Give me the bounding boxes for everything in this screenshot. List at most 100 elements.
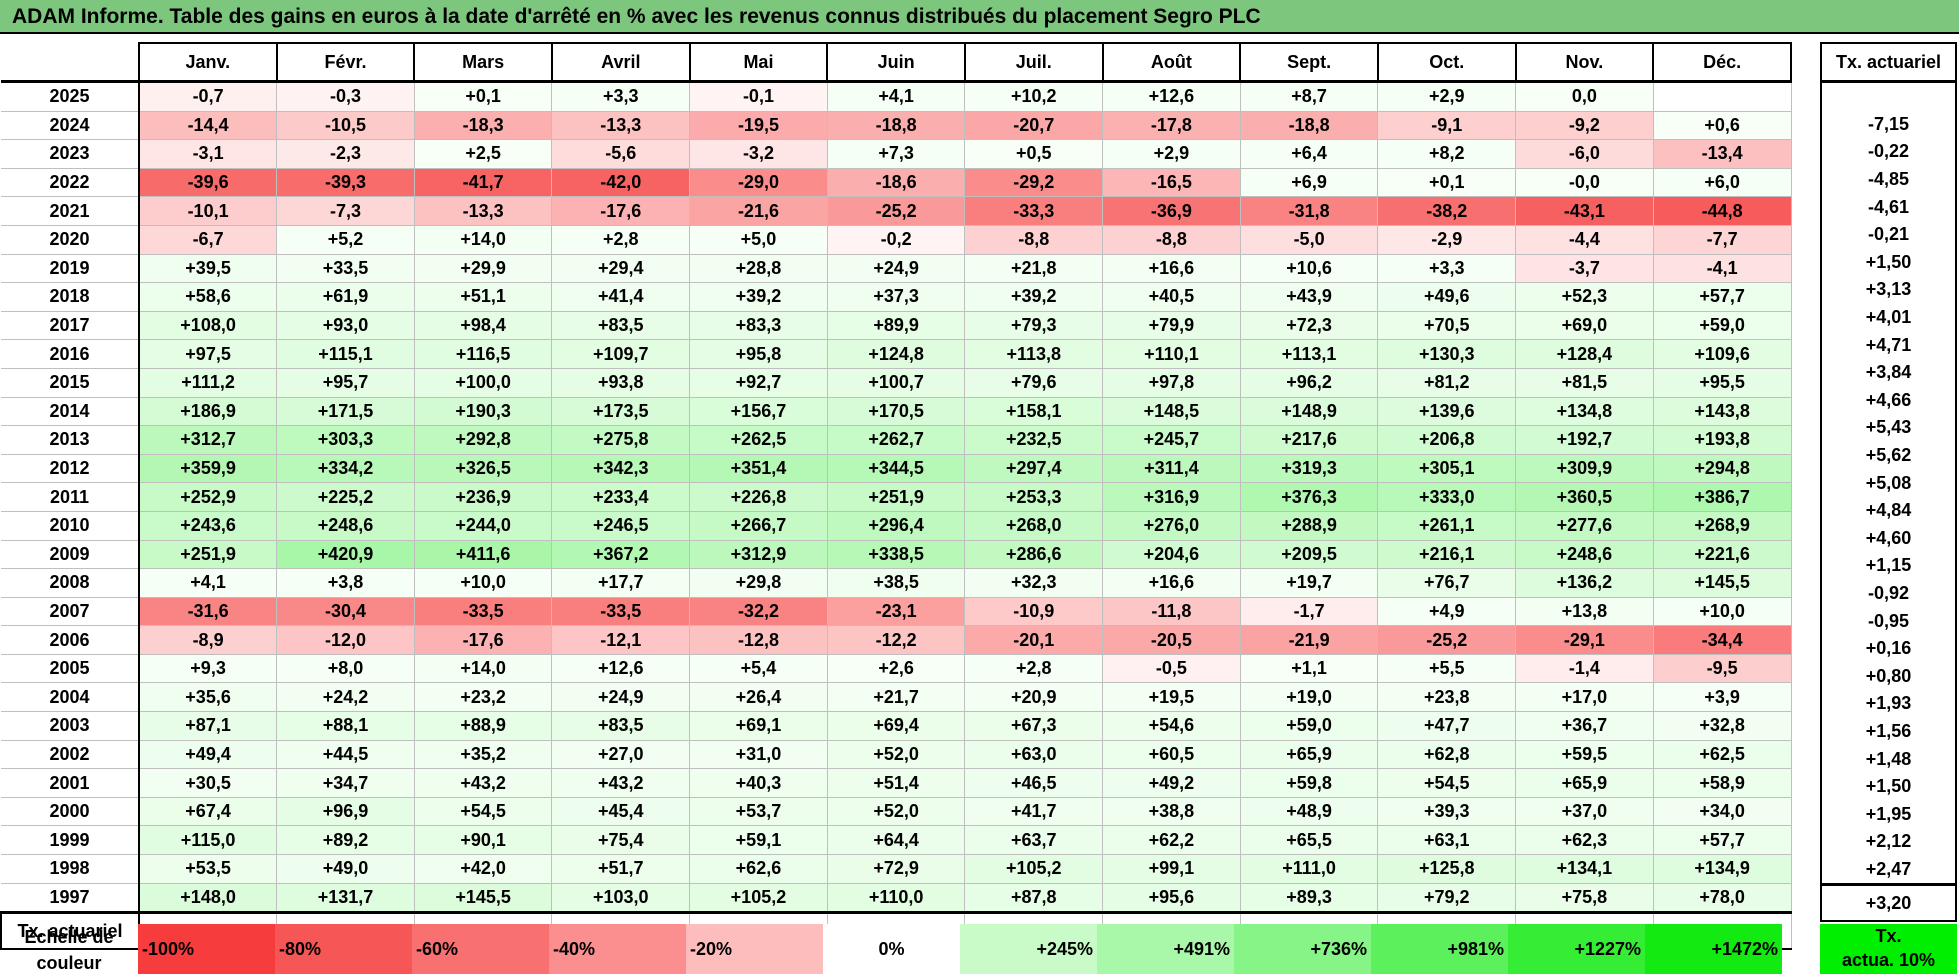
gain-cell: +81,2 — [1377, 367, 1517, 398]
gain-cell: -17,8 — [1102, 110, 1241, 141]
gain-cell: +334,2 — [276, 453, 415, 484]
gain-cell: -1,7 — [1239, 596, 1379, 627]
table-row: 2018 +58,6 +61,9 +51,1 +41,4 +39,2 +37,3 +39,2 +… — [1, 282, 1792, 312]
gain-cell: +40,5 — [1102, 282, 1241, 312]
gain-cell: +156,7 — [689, 396, 828, 427]
gain-cell: +79,3 — [964, 310, 1104, 341]
gain-cell: -3,1 — [138, 139, 278, 169]
gain-cell: +252,9 — [138, 482, 278, 512]
year-label: 2006 — [1, 625, 140, 655]
actuarial-rate-cell: +4,60 — [1820, 524, 1957, 553]
gain-cell: +87,8 — [964, 882, 1104, 914]
gain-cell: +35,2 — [413, 739, 553, 770]
gain-cell: +360,5 — [1515, 482, 1654, 512]
gain-cell: +40,3 — [689, 768, 828, 798]
gain-cell: +60,5 — [1102, 739, 1241, 770]
gain-cell: -9,1 — [1377, 110, 1517, 141]
gain-cell: +216,1 — [1377, 539, 1517, 570]
gain-cell: +115,1 — [276, 339, 415, 369]
actuarial-rate-cell: +1,50 — [1820, 248, 1957, 277]
gains-table: Janv. Févr. Mars Avril Mai Juin Juil. Août Sept.… — [0, 42, 1792, 951]
gain-cell: +105,2 — [964, 854, 1104, 884]
gain-cell: -18,8 — [1239, 110, 1379, 141]
month-header: Févr. — [275, 42, 416, 83]
gain-cell: +288,9 — [1239, 510, 1379, 541]
table-row: 2011 +252,9 +225,2 +236,9 +233,4 +226,8 +251,9… — [1, 482, 1792, 512]
gain-cell: +45,4 — [551, 796, 691, 827]
gain-cell: +59,5 — [1515, 739, 1654, 770]
table-row: 1999 +115,0 +89,2 +90,1 +75,4 +59,1 +64,4 +63,7… — [1, 825, 1792, 856]
gain-cell: +316,9 — [1102, 482, 1241, 512]
gain-cell: +5,5 — [1377, 653, 1517, 684]
table-row: 2021 -10,1 -7,3 -13,3 -17,6 -21,6 -25,2 -33,3 -3… — [1, 196, 1792, 226]
gain-cell: +13,8 — [1515, 596, 1654, 627]
gain-cell: -42,0 — [551, 167, 691, 198]
gain-cell: -12,8 — [689, 625, 828, 655]
gain-cell: +10,2 — [964, 81, 1104, 112]
gain-cell: +411,6 — [413, 539, 553, 570]
gain-cell: +4,1 — [138, 568, 278, 598]
gain-cell: -17,6 — [413, 625, 553, 655]
gain-cell: +294,8 — [1652, 453, 1792, 484]
legend-swatch: -80% — [275, 924, 412, 974]
gain-cell: +244,0 — [413, 510, 553, 541]
gain-cell: +61,9 — [276, 282, 415, 312]
year-label: 2003 — [1, 711, 140, 741]
actuarial-rate-cell: +3,84 — [1820, 358, 1957, 387]
gain-cell: -8,9 — [138, 625, 278, 655]
gain-cell: +58,9 — [1652, 768, 1792, 798]
gain-cell: +72,3 — [1239, 310, 1379, 341]
year-label: 2001 — [1, 768, 140, 798]
gain-cell: -39,3 — [276, 167, 415, 198]
gain-cell — [1652, 81, 1792, 112]
gain-cell: +35,6 — [138, 682, 278, 713]
gain-cell: +43,2 — [551, 768, 691, 798]
gain-cell: +10,0 — [413, 568, 553, 598]
month-header: Déc. — [1652, 42, 1792, 83]
gain-cell: +72,9 — [826, 854, 966, 884]
gain-cell: +65,9 — [1515, 768, 1654, 798]
gain-cell: +206,8 — [1377, 425, 1517, 455]
gain-cell: +89,9 — [826, 310, 966, 341]
month-header: Nov. — [1514, 42, 1655, 83]
gain-cell: +92,7 — [689, 367, 828, 398]
gain-cell: +32,8 — [1652, 711, 1792, 741]
gain-cell: +148,0 — [138, 882, 278, 914]
actuarial-rate-cell: +5,43 — [1820, 414, 1957, 442]
gain-cell: +333,0 — [1377, 482, 1517, 512]
gain-cell: -16,5 — [1102, 167, 1241, 198]
gain-cell: +8,7 — [1239, 81, 1379, 112]
gain-cell: +58,6 — [138, 282, 278, 312]
gain-cell: -41,7 — [413, 167, 553, 198]
gain-cell: +309,9 — [1515, 453, 1654, 484]
gain-cell: +43,9 — [1239, 282, 1379, 312]
table-row: 2005 +9,3 +8,0 +14,0 +12,6 +5,4 +2,6 +2,8 -0,5 +1… — [1, 653, 1792, 684]
gain-cell: +30,5 — [138, 768, 278, 798]
gain-cell: -29,2 — [964, 167, 1104, 198]
gain-cell: +246,5 — [551, 510, 691, 541]
gain-cell: +110,0 — [826, 882, 966, 914]
gain-cell: -12,2 — [826, 625, 966, 655]
gain-cell: +148,9 — [1239, 396, 1379, 427]
gain-cell: -5,6 — [551, 139, 691, 169]
gain-cell: +46,5 — [964, 768, 1104, 798]
gain-cell: +2,6 — [826, 653, 966, 684]
gain-cell: +268,0 — [964, 510, 1104, 541]
month-header: Sept. — [1239, 42, 1379, 83]
actuarial-rate-cell: +5,08 — [1820, 469, 1957, 497]
actuarial-rate-cell: -0,22 — [1820, 138, 1957, 166]
gain-cell: +39,3 — [1377, 796, 1517, 827]
gain-cell: +47,7 — [1377, 711, 1517, 741]
month-header-row: Janv. Févr. Mars Avril Mai Juin Juil. Août Sept.… — [1, 42, 1792, 83]
gain-cell: +2,5 — [413, 139, 553, 169]
gain-cell: -18,6 — [826, 167, 966, 198]
gain-cell: +344,5 — [826, 453, 966, 484]
gain-cell: +14,0 — [413, 224, 553, 255]
legend-actuarial-swatch: Tx. actua. 10% — [1820, 924, 1957, 974]
gain-cell: +54,6 — [1102, 711, 1241, 741]
gain-cell: +20,9 — [964, 682, 1104, 713]
gain-cell: +59,1 — [689, 825, 828, 856]
table-row: 2016 +97,5 +115,1 +116,5 +109,7 +95,8 +124,8 +1… — [1, 339, 1792, 369]
gain-cell: -13,4 — [1652, 139, 1792, 169]
gain-cell: +27,0 — [551, 739, 691, 770]
